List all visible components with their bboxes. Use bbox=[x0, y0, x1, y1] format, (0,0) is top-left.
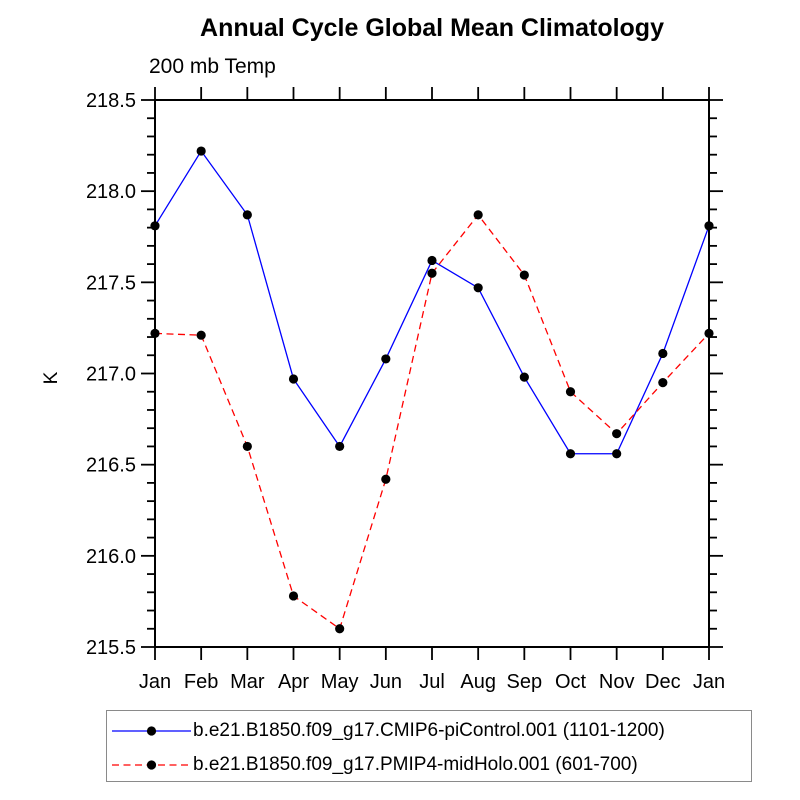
y-axis-label: K bbox=[41, 371, 62, 384]
x-tick-label: Jul bbox=[419, 671, 445, 693]
chart-subtitle: 200 mb Temp bbox=[149, 55, 276, 78]
data-point-marker bbox=[381, 354, 391, 364]
x-tick-label: Nov bbox=[599, 671, 635, 693]
data-point-marker bbox=[519, 270, 529, 280]
x-tick-label: Jan bbox=[139, 671, 171, 693]
x-tick-label: Apr bbox=[278, 671, 309, 693]
data-point-marker bbox=[427, 255, 437, 266]
data-point-marker bbox=[565, 449, 576, 459]
y-tick-label: 218.0 bbox=[86, 181, 136, 203]
legend-line-sample-dashed bbox=[112, 760, 191, 770]
data-point-marker bbox=[704, 328, 714, 338]
data-point-marker bbox=[381, 474, 391, 484]
data-point-marker bbox=[612, 429, 622, 439]
plot-frame bbox=[154, 99, 710, 648]
data-point-marker bbox=[196, 330, 206, 340]
x-tick-label: Feb bbox=[184, 671, 218, 693]
data-point-marker bbox=[288, 374, 299, 384]
data-point-marker bbox=[612, 449, 622, 459]
data-point-marker bbox=[704, 221, 714, 231]
legend-line-sample-solid bbox=[112, 726, 191, 736]
legend-marker-dot bbox=[146, 726, 157, 736]
data-point-marker bbox=[427, 268, 437, 278]
data-point-marker bbox=[335, 441, 345, 452]
legend-label-picontrol: b.e21.B1850.f09_g17.CMIP6-piControl.001 … bbox=[193, 720, 665, 741]
legend-item-midholo: b.e21.B1850.f09_g17.PMIP4-midHolo.001 (6… bbox=[112, 748, 751, 782]
x-tick-label: Dec bbox=[645, 671, 681, 693]
x-tick-label: Jan bbox=[693, 671, 725, 693]
data-point-marker bbox=[335, 624, 345, 634]
data-point-marker bbox=[473, 210, 483, 220]
chart-title: Annual Cycle Global Mean Climatology bbox=[200, 14, 664, 42]
legend-marker-dot bbox=[146, 760, 157, 770]
data-point-marker bbox=[242, 210, 252, 220]
data-point-marker bbox=[473, 283, 483, 293]
y-tick-label: 217.0 bbox=[86, 364, 136, 386]
y-tick-label: 215.5 bbox=[86, 637, 136, 659]
y-tick-label: 216.0 bbox=[86, 546, 136, 568]
legend-item-picontrol: b.e21.B1850.f09_g17.CMIP6-piControl.001 … bbox=[112, 714, 751, 748]
y-tick-label: 217.5 bbox=[86, 272, 136, 294]
series-line-0 bbox=[154, 149, 710, 455]
legend: b.e21.B1850.f09_g17.CMIP6-piControl.001 … bbox=[106, 710, 752, 782]
data-point-marker bbox=[519, 372, 529, 382]
data-point-marker bbox=[565, 387, 576, 397]
x-tick-label: Oct bbox=[555, 671, 587, 693]
data-point-marker bbox=[288, 591, 299, 601]
x-tick-label: May bbox=[321, 671, 359, 693]
x-tick-label: Sep bbox=[507, 671, 543, 693]
y-tick-label: 216.5 bbox=[86, 455, 136, 477]
data-point-marker bbox=[150, 328, 160, 338]
data-point-marker bbox=[242, 441, 252, 452]
x-tick-label: Jun bbox=[370, 671, 402, 693]
data-point-marker bbox=[150, 221, 160, 231]
x-tick-label: Aug bbox=[460, 671, 496, 693]
data-point-marker bbox=[658, 378, 668, 388]
x-tick-label: Mar bbox=[230, 671, 265, 693]
y-tick-label: 218.5 bbox=[86, 90, 136, 112]
legend-label-midholo: b.e21.B1850.f09_g17.PMIP4-midHolo.001 (6… bbox=[193, 754, 638, 775]
data-point-marker bbox=[658, 348, 668, 359]
data-point-marker bbox=[196, 146, 206, 156]
